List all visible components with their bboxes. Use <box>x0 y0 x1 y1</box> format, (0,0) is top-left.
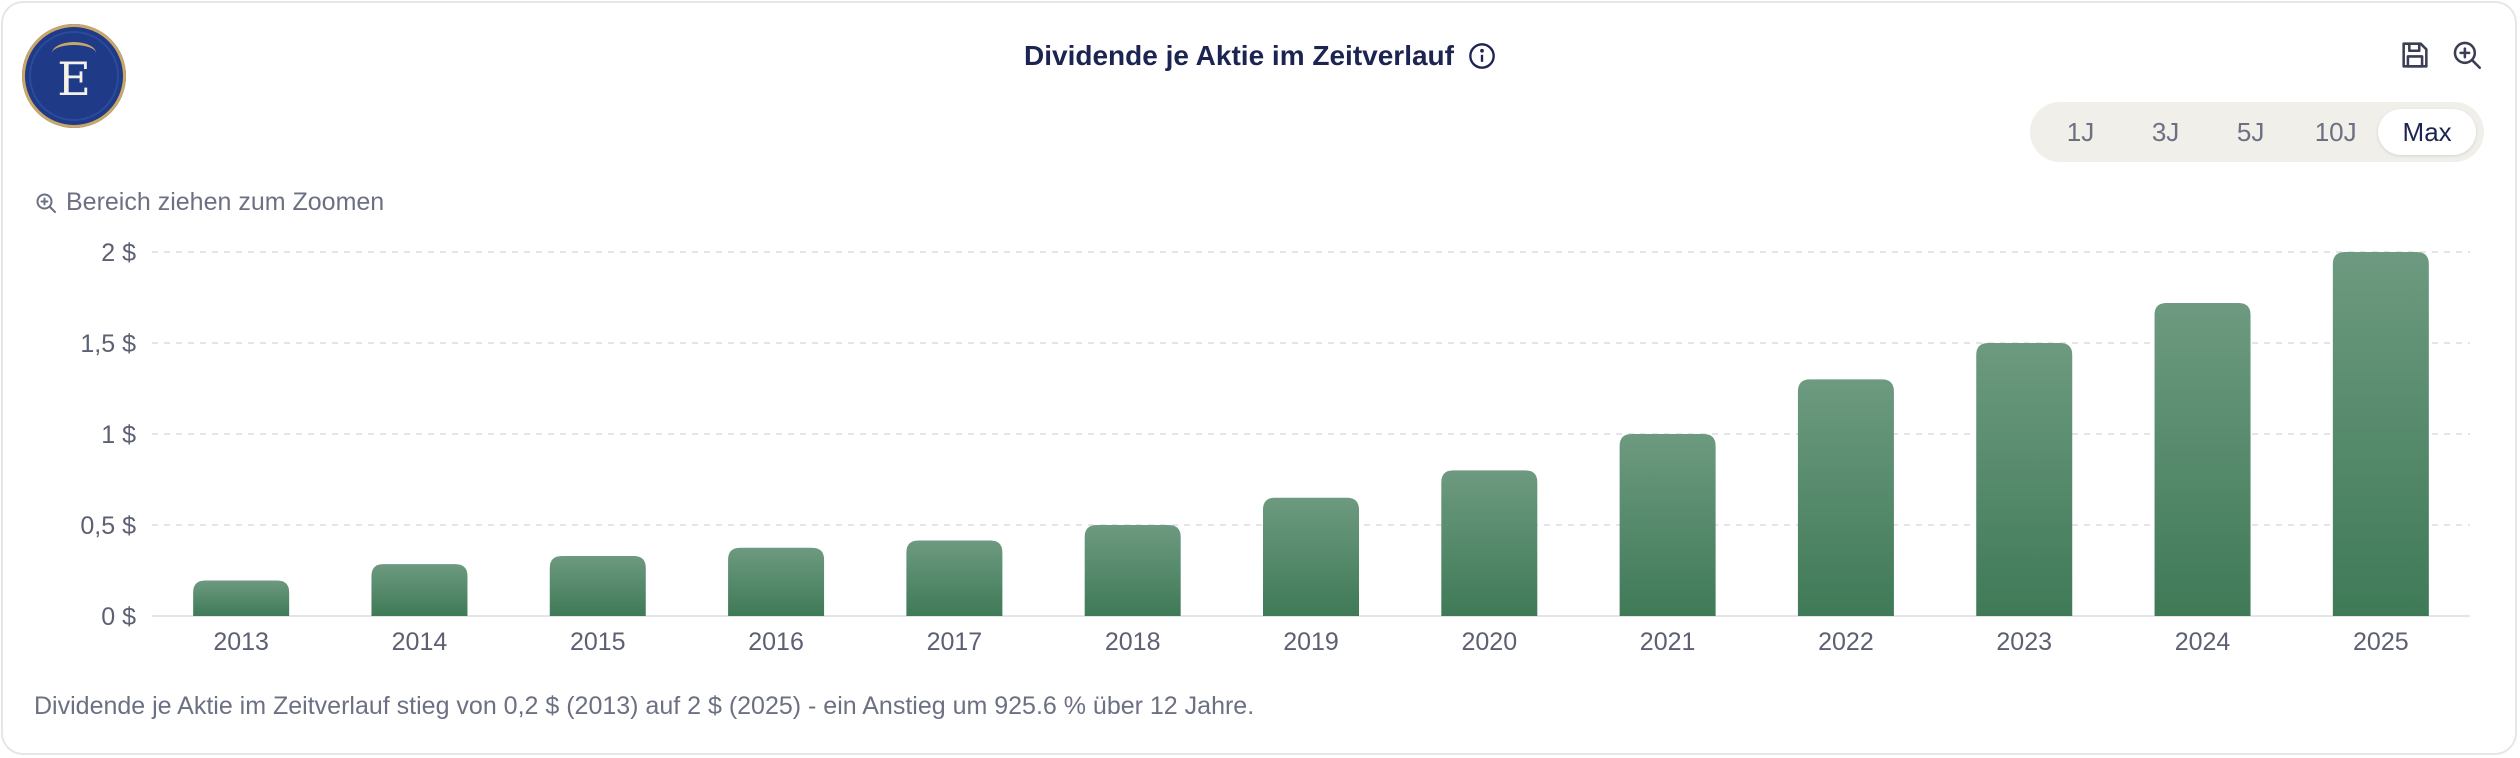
logo-ring <box>29 31 119 121</box>
bar-2022[interactable] <box>1797 379 1894 616</box>
bar-2023[interactable] <box>1976 343 2073 616</box>
bar-2015[interactable] <box>549 555 646 616</box>
bar-2024[interactable] <box>2154 302 2251 616</box>
x-tick-label: 2025 <box>2353 628 2409 656</box>
range-10j-button[interactable]: 10J <box>2314 116 2357 147</box>
bar-2013[interactable] <box>193 580 290 616</box>
x-tick-label: 2023 <box>1996 628 2052 656</box>
y-tick-label: 1 $ <box>101 421 136 449</box>
x-tick-label: 2020 <box>1461 628 1517 656</box>
x-tick-label: 2017 <box>927 628 983 656</box>
chart-header: Dividende je Aktie im Zeitverlauf <box>0 36 2520 76</box>
y-tick-label: 0,5 $ <box>80 512 136 540</box>
bar-2018[interactable] <box>1084 525 1181 616</box>
bar-2021[interactable] <box>1619 434 1716 616</box>
bar-2014[interactable] <box>371 564 468 616</box>
zoom-hint: Bereich ziehen zum Zoomen <box>34 188 384 217</box>
x-tick-label: 2019 <box>1283 628 1339 656</box>
y-tick-label: 1,5 $ <box>80 330 136 358</box>
x-tick-label: 2018 <box>1105 628 1161 656</box>
bar-2019[interactable] <box>1263 497 1359 616</box>
range-max-button[interactable]: Max <box>2378 109 2476 155</box>
info-icon[interactable] <box>1468 42 1496 70</box>
range-3j-button[interactable]: 3J <box>2151 116 2180 147</box>
save-icon[interactable] <box>2398 38 2432 72</box>
zoom-hint-text: Bereich ziehen zum Zoomen <box>66 188 385 216</box>
x-tick-label: 2024 <box>2175 628 2231 656</box>
chart-toolbar <box>2398 38 2484 72</box>
y-tick-label: 2 $ <box>101 239 136 267</box>
x-tick-label: 2013 <box>213 628 269 656</box>
x-tick-label: 2015 <box>570 628 626 656</box>
bar-2016[interactable] <box>728 547 825 616</box>
x-tick-label: 2021 <box>1640 628 1696 656</box>
logo-arc <box>52 42 96 64</box>
x-tick-label: 2014 <box>392 628 448 656</box>
logo-letter: E <box>57 52 91 106</box>
bar-2017[interactable] <box>906 540 1003 616</box>
y-tick-label: 0 $ <box>101 603 136 631</box>
x-tick-label: 2022 <box>1818 628 1874 656</box>
zoom-in-icon[interactable] <box>2450 38 2484 72</box>
x-axis-ticks: 2013 2014 2015 2016 2017 2018 2019 2020 2021 2022… <box>213 628 2408 656</box>
bar-2020[interactable] <box>1441 470 1538 616</box>
y-axis-ticks: 0 $ 0,5 $ 1 $ 1,5 $ 2 $ <box>80 239 136 631</box>
zoom-hint-icon <box>36 193 56 213</box>
x-tick-label: 2016 <box>748 628 804 656</box>
chart-title: Dividende je Aktie im Zeitverlauf <box>1024 40 1454 71</box>
range-5j-button[interactable]: 5J <box>2236 116 2265 147</box>
chart-summary: Dividende je Aktie im Zeitverlauf stieg … <box>34 692 1255 720</box>
bar-2025[interactable] <box>2332 252 2429 616</box>
bars <box>193 252 2429 616</box>
range-1j-button[interactable]: 1J <box>2066 116 2095 147</box>
brand-logo: E <box>22 24 126 128</box>
range-selector: 1J 3J 5J 10J Max <box>2030 102 2484 162</box>
